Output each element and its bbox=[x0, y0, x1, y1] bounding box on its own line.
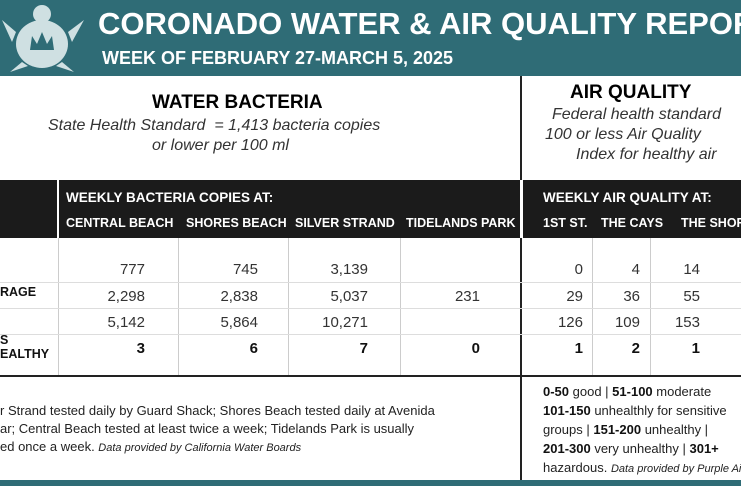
legend-text: Data provided by Purple Air bbox=[610, 463, 741, 475]
row-divider bbox=[0, 308, 741, 309]
column-header: SILVER STRAND bbox=[295, 216, 395, 230]
separator bbox=[0, 375, 741, 377]
subtitle: WEEK OF FEBRUARY 27-MARCH 5, 2025 bbox=[102, 48, 454, 68]
column-divider bbox=[400, 238, 401, 375]
cell: 777 bbox=[119, 261, 145, 278]
legend-line: hazardous. Data provided by Purple Air bbox=[543, 460, 741, 475]
column-header: SHORES BEACH bbox=[186, 216, 287, 230]
column-header: THE SHORES bbox=[681, 216, 741, 230]
legend-text: good | bbox=[569, 384, 613, 399]
cell: 5,142 bbox=[107, 314, 145, 331]
legend-text: moderate bbox=[652, 384, 712, 399]
air-standard: 100 or less Air Quality bbox=[545, 126, 701, 143]
divider bbox=[520, 180, 523, 238]
cell: 1 bbox=[574, 340, 583, 357]
cell: 126 bbox=[557, 314, 583, 331]
legend-text: groups | bbox=[543, 422, 594, 437]
cell: 36 bbox=[623, 288, 640, 305]
cell: 1 bbox=[691, 340, 700, 357]
row-label: RAGE bbox=[0, 285, 37, 299]
legend-line: 201-300 very unhealthy | 301+ bbox=[543, 441, 719, 456]
legend-line: groups | 151-200 unhealthy | bbox=[543, 422, 708, 437]
row-divider bbox=[0, 282, 741, 283]
cell: 2,838 bbox=[220, 288, 258, 305]
water-standard: or lower per 100 ml bbox=[152, 137, 289, 154]
cell: 3 bbox=[136, 340, 145, 357]
turtle-logo bbox=[2, 5, 84, 72]
water-heading: WATER BACTERIA bbox=[152, 92, 323, 113]
water-group: WEEKLY BACTERIA COPIES AT: bbox=[66, 190, 274, 205]
cell: 6 bbox=[249, 340, 258, 357]
column-divider bbox=[650, 238, 651, 375]
column-divider bbox=[58, 238, 59, 375]
air-standard: Federal health standard bbox=[552, 106, 721, 123]
legend-text: 101-150 bbox=[543, 403, 591, 418]
legend-text: very unhealthy | bbox=[590, 441, 690, 456]
legend-text: 301+ bbox=[689, 441, 719, 456]
air-standard: Index for healthy air bbox=[576, 146, 717, 163]
footer-band bbox=[0, 480, 741, 486]
cell: 7 bbox=[359, 340, 368, 357]
cell: 10,271 bbox=[322, 314, 368, 331]
cell: 745 bbox=[232, 261, 258, 278]
cell: 29 bbox=[566, 288, 583, 305]
note-source: Data provided by California Water Boards bbox=[98, 442, 302, 454]
legend-line: 101-150 unhealthly for sensitive bbox=[543, 403, 727, 418]
column-divider bbox=[592, 238, 593, 375]
legend-text: 201-300 bbox=[543, 441, 591, 456]
note-line: ar; Central Beach tested at least twice … bbox=[0, 421, 415, 436]
cell: 109 bbox=[614, 314, 640, 331]
cell: 0 bbox=[471, 340, 480, 357]
note-text: ed once a week. bbox=[0, 439, 99, 454]
legend-text: unhealthly for sensitive bbox=[590, 403, 727, 418]
cell: 5,037 bbox=[330, 288, 368, 305]
cell: 3,139 bbox=[330, 261, 368, 278]
row-divider bbox=[0, 334, 741, 335]
cell: 231 bbox=[454, 288, 480, 305]
cell: 55 bbox=[683, 288, 700, 305]
cell: 2 bbox=[631, 340, 640, 357]
note-line: r Strand tested daily by Guard Shack; Sh… bbox=[0, 403, 435, 418]
column-header: CENTRAL BEACH bbox=[66, 216, 174, 230]
cell: 14 bbox=[683, 261, 700, 278]
air-group: WEEKLY AIR QUALITY AT: bbox=[543, 190, 712, 205]
cell: 0 bbox=[574, 261, 583, 278]
column-divider bbox=[288, 238, 289, 375]
table-header bbox=[0, 180, 741, 238]
water-standard: State Health Standard = 1,413 bacteria c… bbox=[48, 117, 381, 134]
note-line: ed once a week. Data provided by Califor… bbox=[0, 439, 301, 454]
legend-text: unhealthy | bbox=[641, 422, 709, 437]
column-header: TIDELANDS PARK bbox=[406, 216, 516, 230]
column-divider bbox=[178, 238, 179, 375]
row-label: S EALTHY bbox=[0, 333, 50, 361]
air-heading: AIR QUALITY bbox=[570, 82, 692, 103]
cell: 2,298 bbox=[107, 288, 145, 305]
cell: 153 bbox=[674, 314, 700, 331]
header-band bbox=[0, 0, 741, 76]
legend-text: 151-200 bbox=[593, 422, 642, 437]
cell: 4 bbox=[631, 261, 640, 278]
legend-text: 51-100 bbox=[612, 384, 653, 399]
divider bbox=[520, 76, 522, 480]
divider bbox=[57, 180, 59, 238]
cell: 5,864 bbox=[220, 314, 258, 331]
column-header: THE CAYS bbox=[601, 216, 664, 230]
legend-line: 0-50 good | 51-100 moderate bbox=[543, 384, 711, 399]
legend-text: 0-50 bbox=[543, 384, 570, 399]
column-header: 1ST ST. bbox=[543, 216, 588, 230]
title: CORONADO WATER & AIR QUALITY REPORT bbox=[98, 6, 741, 41]
legend-text: hazardous. bbox=[543, 460, 611, 475]
